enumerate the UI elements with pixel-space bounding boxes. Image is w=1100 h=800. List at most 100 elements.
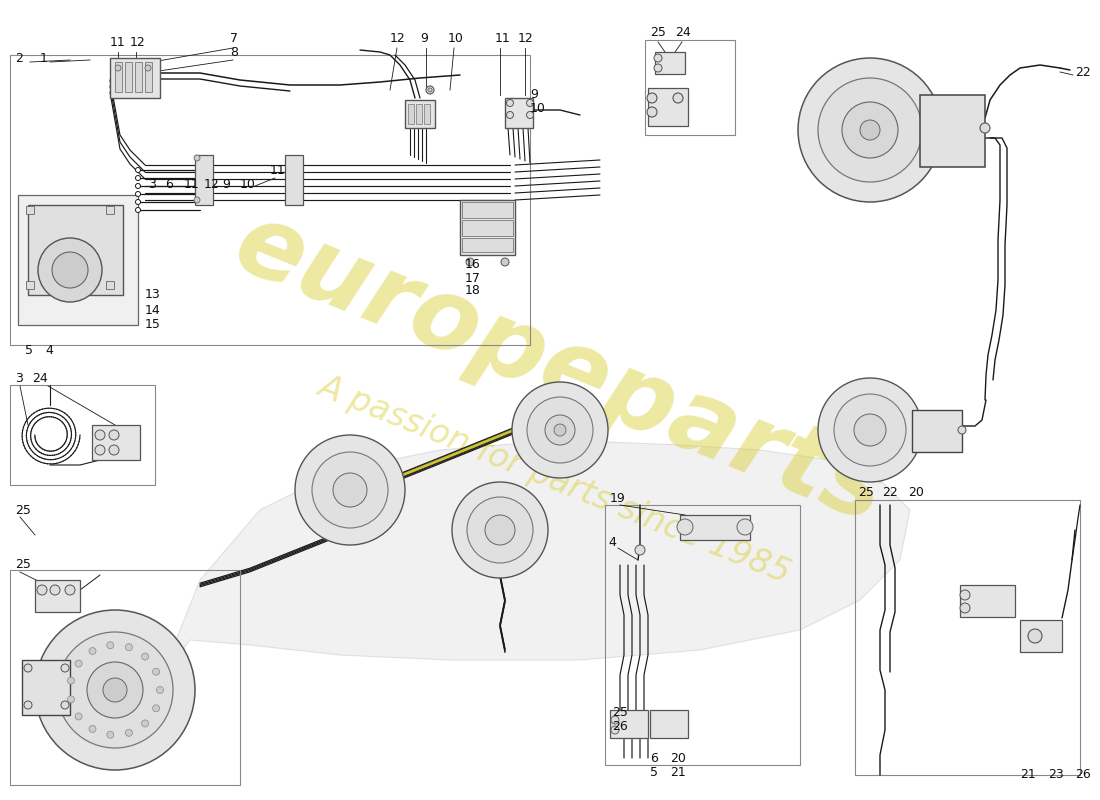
Text: 7: 7	[230, 31, 238, 45]
Text: 23: 23	[1048, 769, 1064, 782]
Circle shape	[60, 664, 69, 672]
Circle shape	[24, 701, 32, 709]
Circle shape	[194, 197, 200, 203]
Circle shape	[89, 647, 96, 654]
Bar	[505, 98, 534, 128]
Bar	[408, 104, 414, 124]
Circle shape	[103, 678, 127, 702]
Text: 22: 22	[1075, 66, 1091, 78]
Circle shape	[295, 435, 405, 545]
Circle shape	[500, 258, 509, 266]
Bar	[460, 200, 515, 255]
Bar	[10, 55, 530, 345]
Bar	[405, 100, 435, 128]
Circle shape	[673, 93, 683, 103]
Bar	[28, 205, 123, 295]
Bar	[648, 88, 688, 126]
Circle shape	[65, 585, 75, 595]
Text: 10: 10	[240, 178, 256, 191]
Circle shape	[860, 120, 880, 140]
Text: 25: 25	[650, 26, 666, 38]
Bar	[645, 40, 735, 135]
Bar	[462, 220, 513, 236]
Text: europeparts: europeparts	[221, 195, 899, 545]
Circle shape	[142, 653, 148, 660]
Circle shape	[527, 111, 534, 118]
Text: 16: 16	[465, 258, 481, 271]
Circle shape	[512, 382, 608, 478]
Text: 5: 5	[650, 766, 658, 778]
Bar	[285, 155, 303, 205]
Circle shape	[333, 473, 367, 507]
Circle shape	[554, 424, 566, 436]
Circle shape	[87, 662, 143, 718]
Circle shape	[610, 716, 619, 724]
Circle shape	[153, 668, 159, 675]
Circle shape	[37, 585, 47, 595]
Circle shape	[156, 686, 164, 694]
Text: 19: 19	[610, 491, 626, 505]
Circle shape	[89, 726, 96, 733]
Circle shape	[52, 252, 88, 288]
Text: 13: 13	[145, 289, 161, 302]
Bar	[424, 104, 430, 124]
Circle shape	[960, 603, 970, 613]
Text: 9: 9	[420, 31, 428, 45]
Bar	[462, 202, 513, 218]
Circle shape	[544, 415, 575, 445]
Circle shape	[527, 397, 593, 463]
Bar	[912, 410, 962, 452]
Circle shape	[960, 590, 970, 600]
Bar	[18, 195, 138, 325]
Text: 12: 12	[518, 31, 534, 45]
Text: 6: 6	[650, 751, 658, 765]
Text: 5: 5	[25, 343, 33, 357]
Bar	[654, 52, 685, 74]
Bar	[145, 62, 152, 92]
Text: 24: 24	[675, 26, 691, 38]
Circle shape	[125, 644, 132, 650]
Text: 4: 4	[608, 535, 616, 549]
Bar	[195, 155, 213, 205]
Bar	[22, 660, 70, 715]
Text: 12: 12	[130, 35, 145, 49]
Bar	[920, 95, 984, 167]
Circle shape	[116, 65, 121, 71]
Circle shape	[834, 394, 906, 466]
Circle shape	[654, 54, 662, 62]
Bar	[135, 62, 142, 92]
Text: 21: 21	[1020, 769, 1036, 782]
Circle shape	[50, 585, 60, 595]
Circle shape	[842, 102, 898, 158]
Text: 20: 20	[908, 486, 924, 499]
Circle shape	[818, 378, 922, 482]
Circle shape	[676, 519, 693, 535]
Text: 12: 12	[204, 178, 220, 191]
Bar	[35, 580, 80, 612]
Text: 4: 4	[45, 343, 53, 357]
Text: 15: 15	[145, 318, 161, 331]
Circle shape	[466, 258, 474, 266]
Text: 26: 26	[612, 721, 628, 734]
Circle shape	[798, 58, 942, 202]
Text: 25: 25	[612, 706, 628, 719]
Circle shape	[635, 545, 645, 555]
Text: 22: 22	[882, 486, 898, 499]
Circle shape	[647, 93, 657, 103]
Text: 24: 24	[32, 371, 47, 385]
Circle shape	[135, 207, 141, 213]
Bar	[416, 104, 422, 124]
Circle shape	[647, 107, 657, 117]
Bar	[110, 58, 160, 98]
Text: 25: 25	[15, 503, 31, 517]
Bar	[650, 710, 688, 738]
Circle shape	[60, 701, 69, 709]
Text: 25: 25	[15, 558, 31, 571]
Circle shape	[506, 111, 514, 118]
Text: 18: 18	[465, 285, 481, 298]
Text: 12: 12	[390, 31, 406, 45]
Circle shape	[145, 65, 151, 71]
Text: A passion for parts since 1985: A passion for parts since 1985	[314, 370, 796, 590]
Text: 26: 26	[1075, 769, 1091, 782]
Circle shape	[312, 452, 388, 528]
